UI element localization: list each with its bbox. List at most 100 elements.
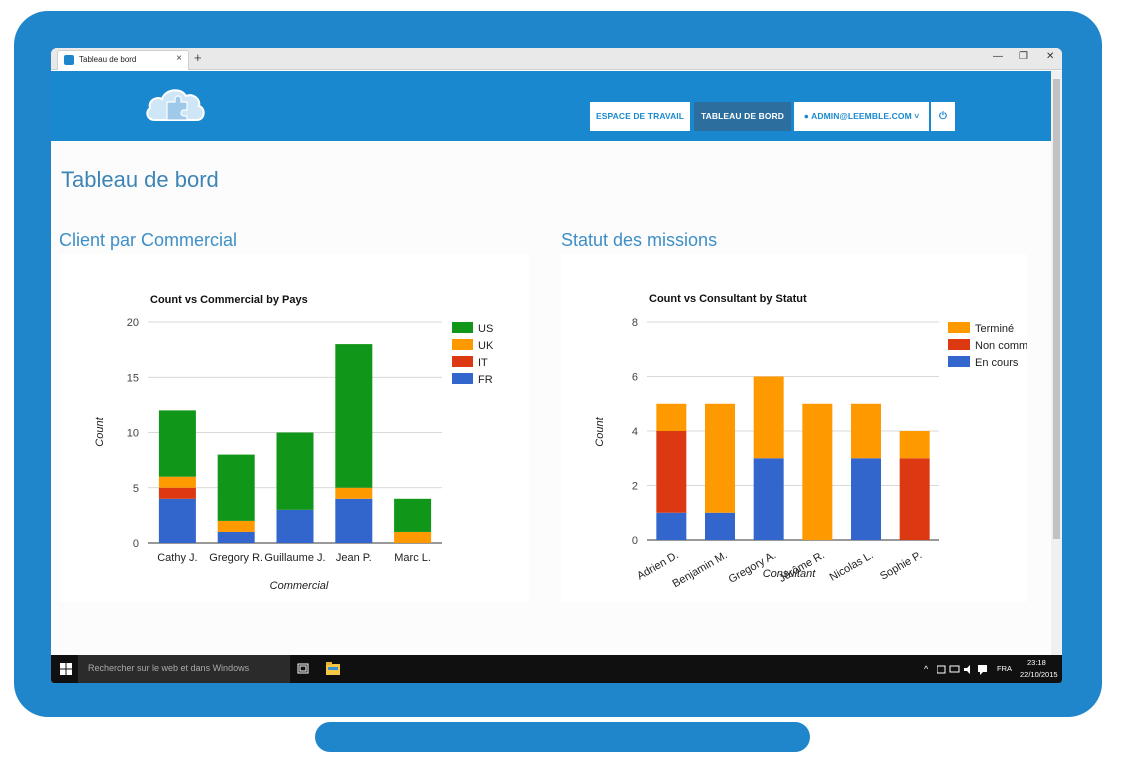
bar-segment-us[interactable] bbox=[394, 498, 432, 532]
bar-segment-uk[interactable] bbox=[335, 487, 373, 499]
page-scrollbar[interactable] bbox=[1051, 71, 1062, 655]
bar-segment-terminé[interactable] bbox=[753, 376, 784, 459]
x-tick-label: Cathy J. bbox=[157, 552, 197, 564]
system-tray-icons[interactable] bbox=[937, 664, 989, 675]
y-tick-label: 20 bbox=[127, 317, 139, 329]
y-tick-label: 0 bbox=[133, 538, 139, 550]
windows-start-icon[interactable] bbox=[60, 663, 72, 675]
cloud-logo-icon[interactable] bbox=[145, 84, 207, 124]
bar-segment-us[interactable] bbox=[335, 344, 373, 488]
y-tick-label: 8 bbox=[632, 317, 638, 329]
browser-chrome: Tableau de bord × + — ❐ ✕ bbox=[51, 48, 1062, 70]
legend-label[interactable]: Terminé bbox=[975, 323, 1014, 335]
x-tick-label: Nicolas L. bbox=[828, 549, 876, 584]
x-tick-label: Marc L. bbox=[394, 552, 431, 564]
bar-segment-uk[interactable] bbox=[394, 531, 432, 543]
y-tick-label: 6 bbox=[632, 372, 638, 384]
bar-segment-terminé[interactable] bbox=[802, 403, 833, 540]
workspace-button[interactable]: ESPACE DE TRAVAIL bbox=[590, 102, 690, 131]
bar-segment-terminé[interactable] bbox=[899, 431, 930, 459]
legend-swatch[interactable] bbox=[452, 356, 473, 367]
y-axis-label: Count bbox=[94, 416, 106, 446]
legend-swatch[interactable] bbox=[948, 322, 970, 333]
power-button[interactable]: ⏻ bbox=[931, 102, 955, 131]
x-axis-label: Consultant bbox=[763, 568, 817, 580]
bar-segment-it[interactable] bbox=[158, 487, 196, 499]
bar-segment-non-comm[interactable] bbox=[656, 431, 687, 513]
x-tick-label: Jean P. bbox=[336, 552, 372, 564]
legend-label[interactable]: En cours bbox=[975, 357, 1019, 369]
user-icon: ● bbox=[803, 111, 809, 121]
browser-tab[interactable]: Tableau de bord × bbox=[57, 50, 189, 70]
taskbar-date[interactable]: 22/10/2015 bbox=[1020, 670, 1058, 679]
legend-label[interactable]: Non comm bbox=[975, 340, 1028, 352]
user-email: ADMIN@LEEMBLE.COM bbox=[811, 111, 912, 121]
y-tick-label: 0 bbox=[632, 535, 638, 547]
favicon-icon bbox=[64, 55, 74, 65]
legend-label[interactable]: FR bbox=[478, 374, 493, 386]
bar-segment-en-cours[interactable] bbox=[851, 458, 881, 540]
bar-segment-fr[interactable] bbox=[158, 498, 196, 543]
taskbar-search-box[interactable]: Rechercher sur le web et dans Windows bbox=[78, 655, 290, 683]
taskbar-time[interactable]: 23:18 bbox=[1027, 658, 1046, 667]
bar-segment-en-cours[interactable] bbox=[656, 512, 687, 540]
power-icon: ⏻ bbox=[938, 111, 947, 122]
new-tab-button[interactable]: + bbox=[194, 50, 202, 65]
bar-segment-en-cours[interactable] bbox=[705, 512, 735, 540]
chart-card-clients: 0 5 10 15 20 Cathy J. Gregory R. Guillaume J. Je… bbox=[59, 254, 529, 602]
scrollbar-thumb[interactable] bbox=[1053, 79, 1060, 539]
bar-segment-terminé[interactable] bbox=[656, 403, 687, 431]
task-view-icon[interactable] bbox=[297, 663, 309, 674]
chart-title: Count vs Consultant by Statut bbox=[649, 293, 807, 305]
legend-swatch[interactable] bbox=[948, 356, 970, 367]
tab-close-icon[interactable]: × bbox=[176, 53, 182, 64]
tab-title: Tableau de bord bbox=[79, 55, 137, 64]
y-tick-label: 4 bbox=[632, 426, 638, 438]
legend-label[interactable]: US bbox=[478, 323, 493, 335]
bar-segment-fr[interactable] bbox=[335, 498, 373, 543]
bar-segment-terminé[interactable] bbox=[851, 403, 881, 459]
bar-segment-non-comm[interactable] bbox=[899, 458, 930, 540]
bar-segment-en-cours[interactable] bbox=[753, 458, 784, 540]
bar-segment-fr[interactable] bbox=[276, 509, 314, 543]
x-tick-label: Gregory R. bbox=[209, 552, 263, 564]
bar-segment-us[interactable] bbox=[276, 432, 314, 510]
user-menu-button[interactable]: ● ADMIN@LEEMBLE.COM ˅ bbox=[794, 102, 929, 131]
legend-label[interactable]: UK bbox=[478, 340, 494, 352]
bar-segment-fr[interactable] bbox=[217, 531, 255, 543]
language-indicator[interactable]: FRA bbox=[997, 664, 1012, 673]
legend-swatch[interactable] bbox=[452, 373, 473, 384]
chart-clients-by-commercial: 0 5 10 15 20 Cathy J. Gregory R. Guillaume J. Je… bbox=[94, 294, 494, 592]
tray-expand-icon[interactable]: ^ bbox=[924, 664, 929, 674]
x-tick-label: Guillaume J. bbox=[264, 552, 325, 564]
y-tick-label: 5 bbox=[133, 483, 139, 495]
file-explorer-icon[interactable] bbox=[326, 662, 340, 675]
y-tick-label: 10 bbox=[127, 428, 139, 440]
minimize-icon[interactable]: — bbox=[993, 51, 1003, 62]
legend-swatch[interactable] bbox=[948, 339, 970, 350]
screen: Tableau de bord × + — ❐ ✕ ESPACE DE TRAV… bbox=[51, 48, 1062, 683]
page-title: Tableau de bord bbox=[61, 167, 219, 192]
chevron-down-icon: ˅ bbox=[914, 111, 920, 121]
legend-swatch[interactable] bbox=[452, 322, 473, 333]
bar-segment-us[interactable] bbox=[217, 454, 255, 521]
maximize-icon[interactable]: ❐ bbox=[1019, 51, 1028, 62]
y-axis-label: Count bbox=[594, 416, 606, 446]
bar-segment-uk[interactable] bbox=[217, 520, 255, 532]
x-tick-label: Sophie P. bbox=[878, 549, 924, 583]
legend-label[interactable]: IT bbox=[478, 357, 488, 369]
dashboard-button[interactable]: TABLEAU DE BORD bbox=[694, 102, 791, 131]
y-tick-label: 2 bbox=[632, 481, 638, 493]
bar-segment-terminé[interactable] bbox=[705, 403, 735, 513]
y-tick-label: 15 bbox=[127, 372, 139, 384]
chart-card-missions: 0 2 4 6 8 Adrien D. Benjamin M. Gregory A. Jérôm… bbox=[561, 254, 1028, 602]
window-close-icon[interactable]: ✕ bbox=[1046, 51, 1055, 62]
x-axis-label: Commercial bbox=[270, 580, 329, 592]
bar-segment-us[interactable] bbox=[158, 410, 196, 477]
bar-segment-uk[interactable] bbox=[158, 476, 196, 488]
section-title-missions: Statut des missions bbox=[561, 230, 718, 250]
chart-title: Count vs Commercial by Pays bbox=[150, 294, 308, 306]
legend-swatch[interactable] bbox=[452, 339, 473, 350]
